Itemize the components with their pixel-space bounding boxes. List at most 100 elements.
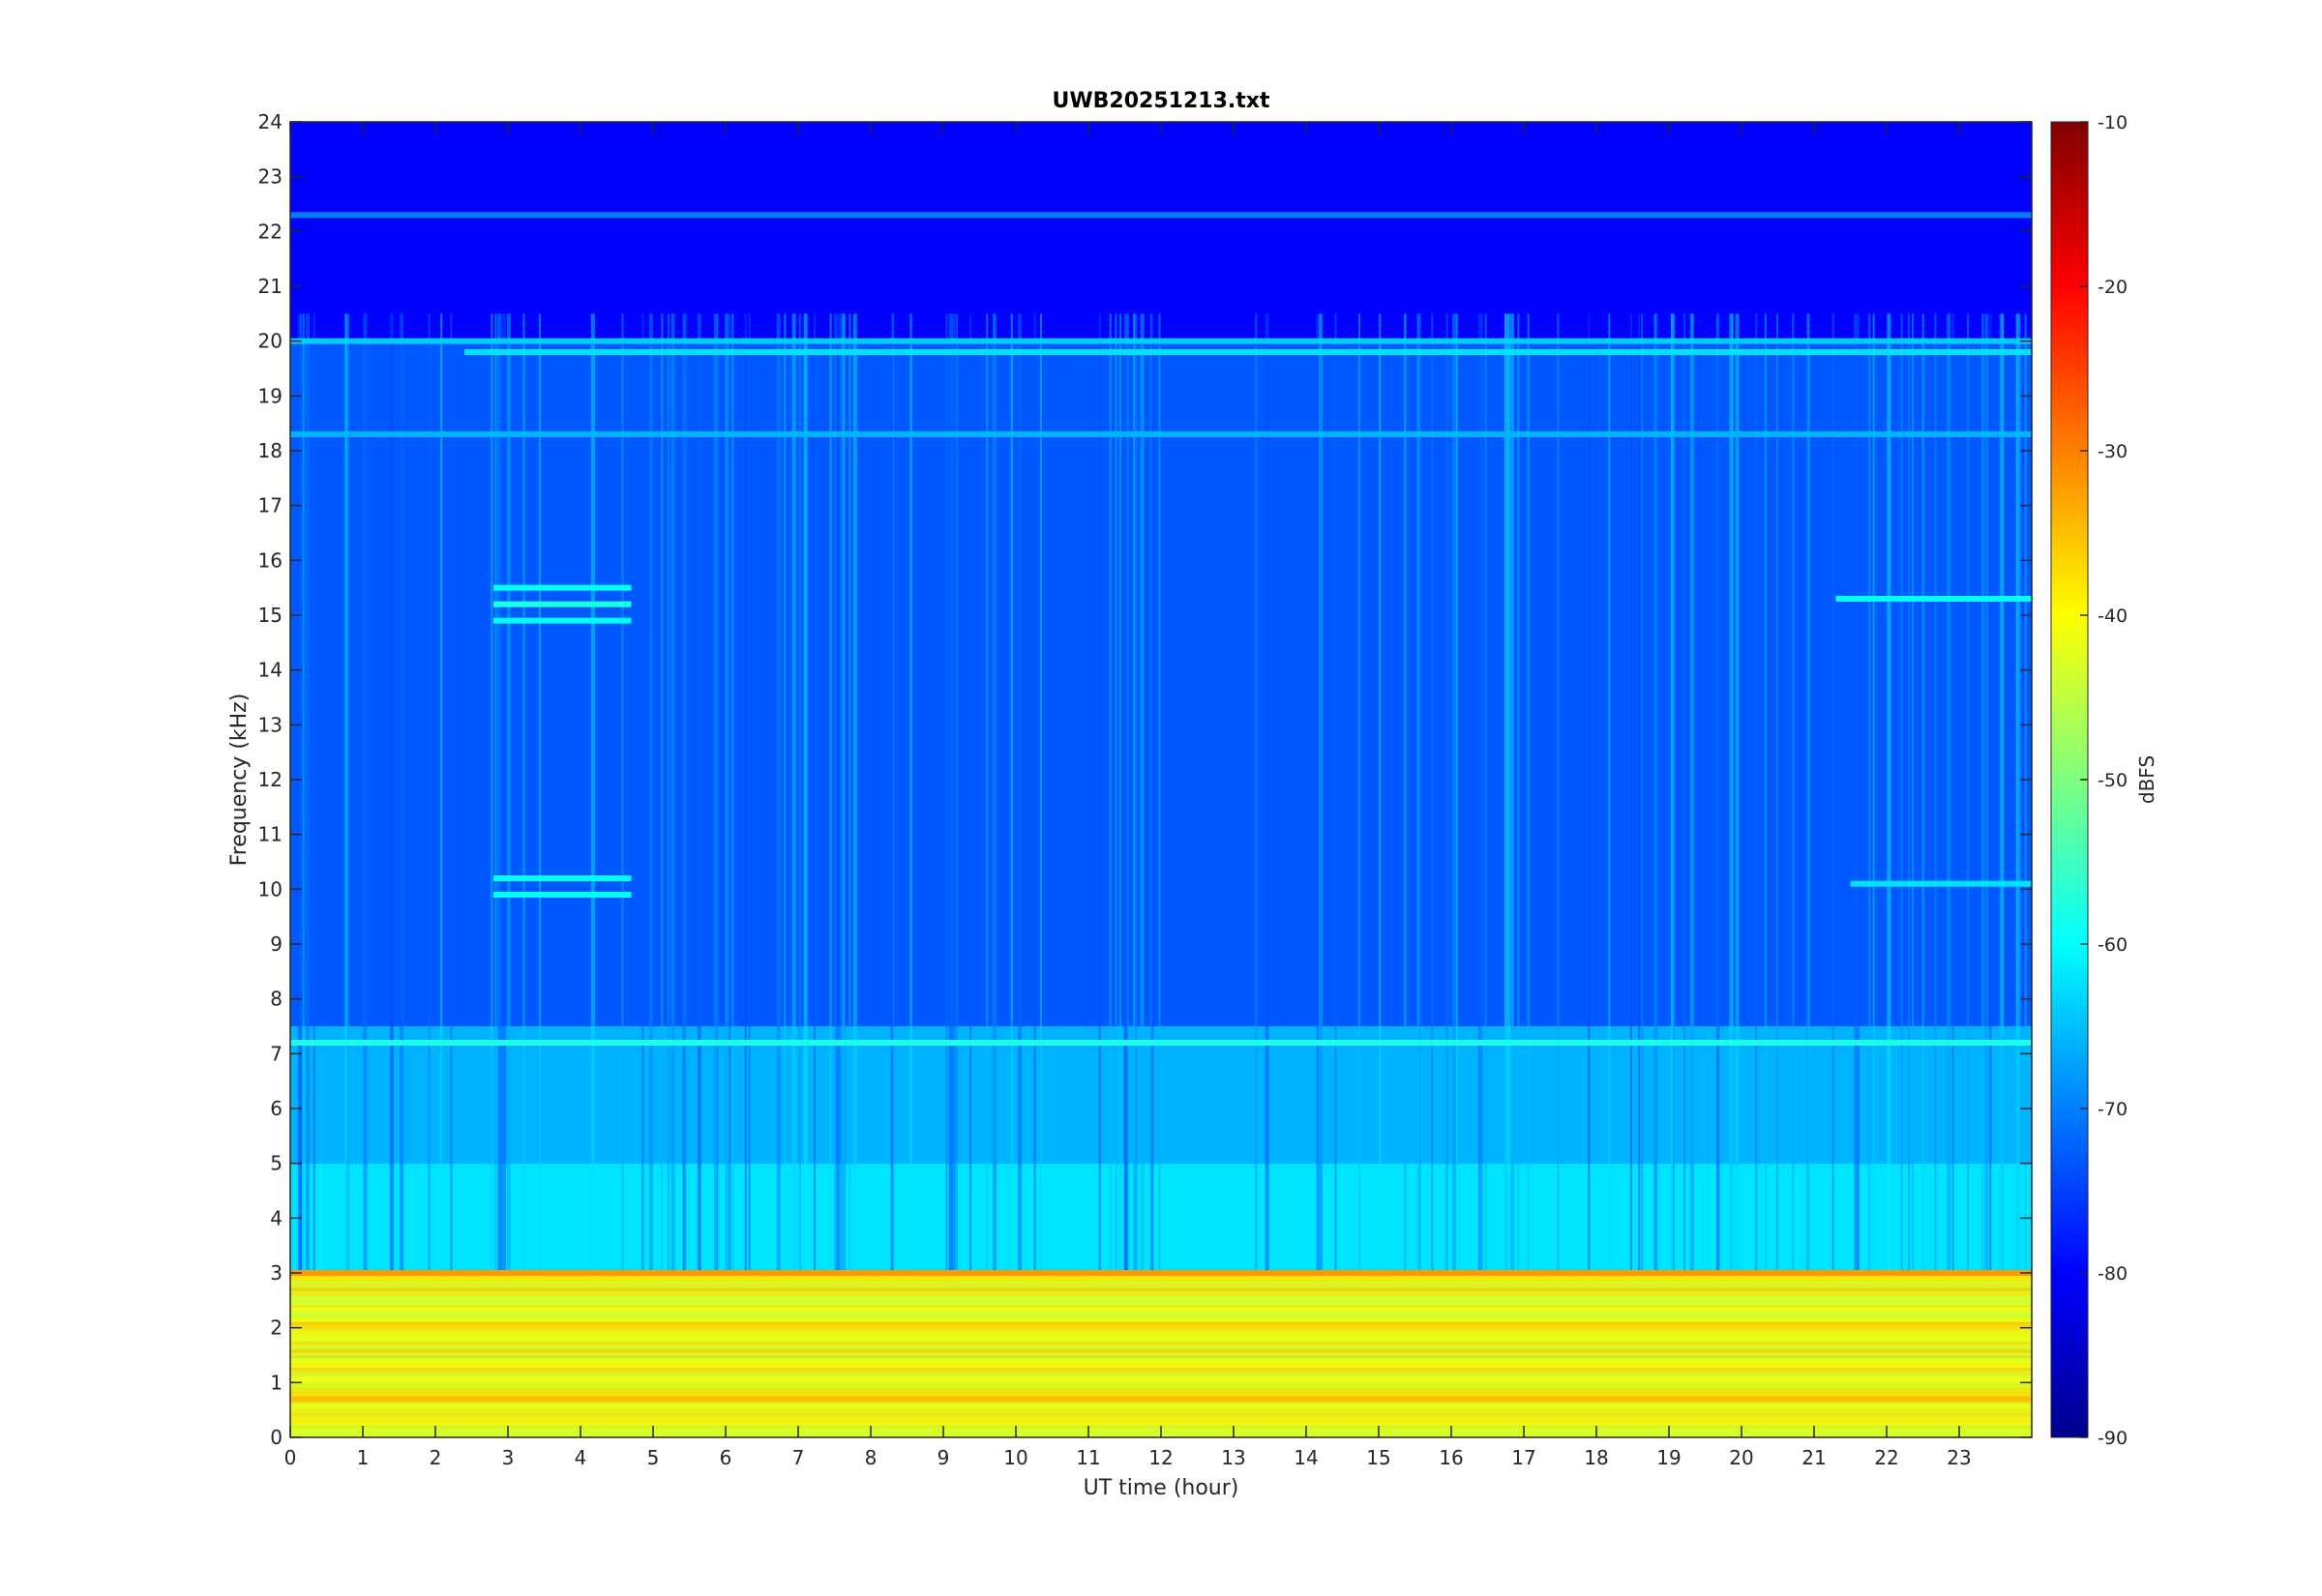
time-streak — [1868, 313, 1871, 1273]
level-band — [290, 1026, 2032, 1164]
x-tick-label: 16 — [1439, 1446, 1463, 1469]
y-tick-label: 19 — [258, 384, 283, 407]
time-streak — [834, 313, 837, 1273]
time-streak — [909, 313, 912, 1273]
y-tick-label: 9 — [270, 932, 283, 956]
x-tick-label: 19 — [1656, 1446, 1681, 1469]
emission-line — [290, 431, 2032, 437]
time-streak — [1404, 313, 1407, 1273]
low-band-texture — [290, 1299, 2032, 1303]
low-band-texture — [290, 1350, 2032, 1354]
time-streak — [1416, 313, 1419, 1273]
time-streak — [363, 313, 368, 1273]
x-tick-label: 17 — [1511, 1446, 1535, 1469]
time-streak — [1857, 313, 1860, 1273]
time-streak — [1255, 313, 1258, 1273]
time-streak — [748, 313, 751, 1273]
time-streak — [1999, 313, 2004, 1273]
low-band-texture — [290, 1408, 2032, 1412]
time-streak — [890, 313, 893, 1273]
low-band-texture — [290, 1344, 2032, 1347]
low-band-texture — [290, 1282, 2032, 1286]
emission-line — [493, 584, 632, 591]
time-streak — [840, 313, 845, 1273]
x-tick-label: 0 — [284, 1446, 297, 1469]
time-streak — [494, 313, 497, 1273]
low-band-texture — [290, 1403, 2032, 1406]
time-streak — [1683, 313, 1686, 1273]
low-band-texture — [290, 1306, 2032, 1310]
time-streak — [1115, 313, 1117, 1273]
frequency-bands — [290, 122, 2032, 1437]
time-streak — [725, 313, 729, 1273]
time-streak — [345, 313, 350, 1273]
y-tick-label: 0 — [270, 1426, 283, 1449]
low-band-texture — [290, 1332, 2032, 1336]
colorbar-tick-label: -80 — [2098, 1263, 2128, 1285]
time-streak — [956, 313, 959, 1273]
time-streak — [1792, 313, 1795, 1273]
y-tick-label: 18 — [258, 439, 283, 462]
time-streak — [713, 313, 718, 1273]
low-band-texture — [290, 1315, 2032, 1319]
low-band-texture — [290, 1286, 2032, 1290]
low-band-texture — [290, 1414, 2032, 1418]
emission-line — [290, 338, 2032, 344]
y-tick-label: 14 — [258, 659, 283, 682]
time-streak — [1124, 313, 1127, 1273]
time-streak — [1033, 313, 1036, 1273]
time-streak — [498, 313, 503, 1273]
time-streak — [1588, 313, 1591, 1273]
emission-line — [464, 349, 2032, 355]
time-streak — [1989, 313, 1992, 1273]
time-streak — [986, 313, 989, 1273]
low-band-texture — [290, 1328, 2032, 1332]
time-streak — [1119, 313, 1122, 1273]
low-band-texture — [290, 1347, 2032, 1351]
time-streak — [1872, 313, 1875, 1273]
colorbar-label: dBFS — [2135, 755, 2158, 804]
time-streak — [1445, 313, 1448, 1273]
time-streak — [1151, 313, 1154, 1273]
y-tick-label: 17 — [258, 494, 283, 517]
y-tick-label: 1 — [270, 1371, 283, 1394]
time-streak — [1418, 313, 1421, 1273]
time-streak — [1887, 313, 1891, 1273]
x-tick-label: 3 — [502, 1446, 515, 1469]
vertical-streaks — [290, 313, 2032, 1437]
time-streak — [1334, 313, 1337, 1273]
colorbar-tick-label: -60 — [2098, 934, 2128, 956]
time-streak — [813, 313, 816, 1273]
low-band-texture — [290, 1422, 2032, 1426]
time-streak — [784, 313, 787, 1273]
y-tick-label: 24 — [258, 110, 283, 133]
time-streak — [1484, 313, 1487, 1273]
low-band-texture — [290, 1368, 2032, 1372]
time-streak — [1806, 313, 1809, 1273]
x-tick-label: 22 — [1874, 1446, 1898, 1469]
x-tick-label: 11 — [1076, 1446, 1100, 1469]
time-streak — [803, 313, 808, 1273]
x-tick-label: 7 — [792, 1446, 805, 1469]
low-band-texture — [290, 1309, 2032, 1313]
x-tick-label: 15 — [1366, 1446, 1390, 1469]
x-tick-label: 4 — [575, 1446, 587, 1469]
time-streak — [1900, 313, 1903, 1273]
y-tick-label: 21 — [258, 275, 283, 298]
time-streak — [969, 313, 972, 1273]
time-streak — [1265, 313, 1269, 1273]
emission-line — [290, 1040, 2032, 1046]
y-tick-label: 16 — [258, 548, 283, 572]
colorbar-ticks: -90 -80 -70 -60 -50 -40 -30 -20 -10 — [2080, 112, 2128, 1449]
time-streak — [641, 313, 644, 1273]
time-streak — [1934, 313, 1937, 1273]
time-streak — [491, 313, 493, 1273]
time-streak — [1921, 313, 1924, 1273]
low-band-texture — [290, 1292, 2032, 1296]
low-band-texture — [290, 1383, 2032, 1387]
time-streak — [344, 313, 347, 1273]
low-band-texture — [290, 1365, 2032, 1369]
time-streak — [661, 313, 664, 1273]
low-band-texture — [290, 1361, 2032, 1365]
y-tick-label: 5 — [270, 1152, 283, 1175]
